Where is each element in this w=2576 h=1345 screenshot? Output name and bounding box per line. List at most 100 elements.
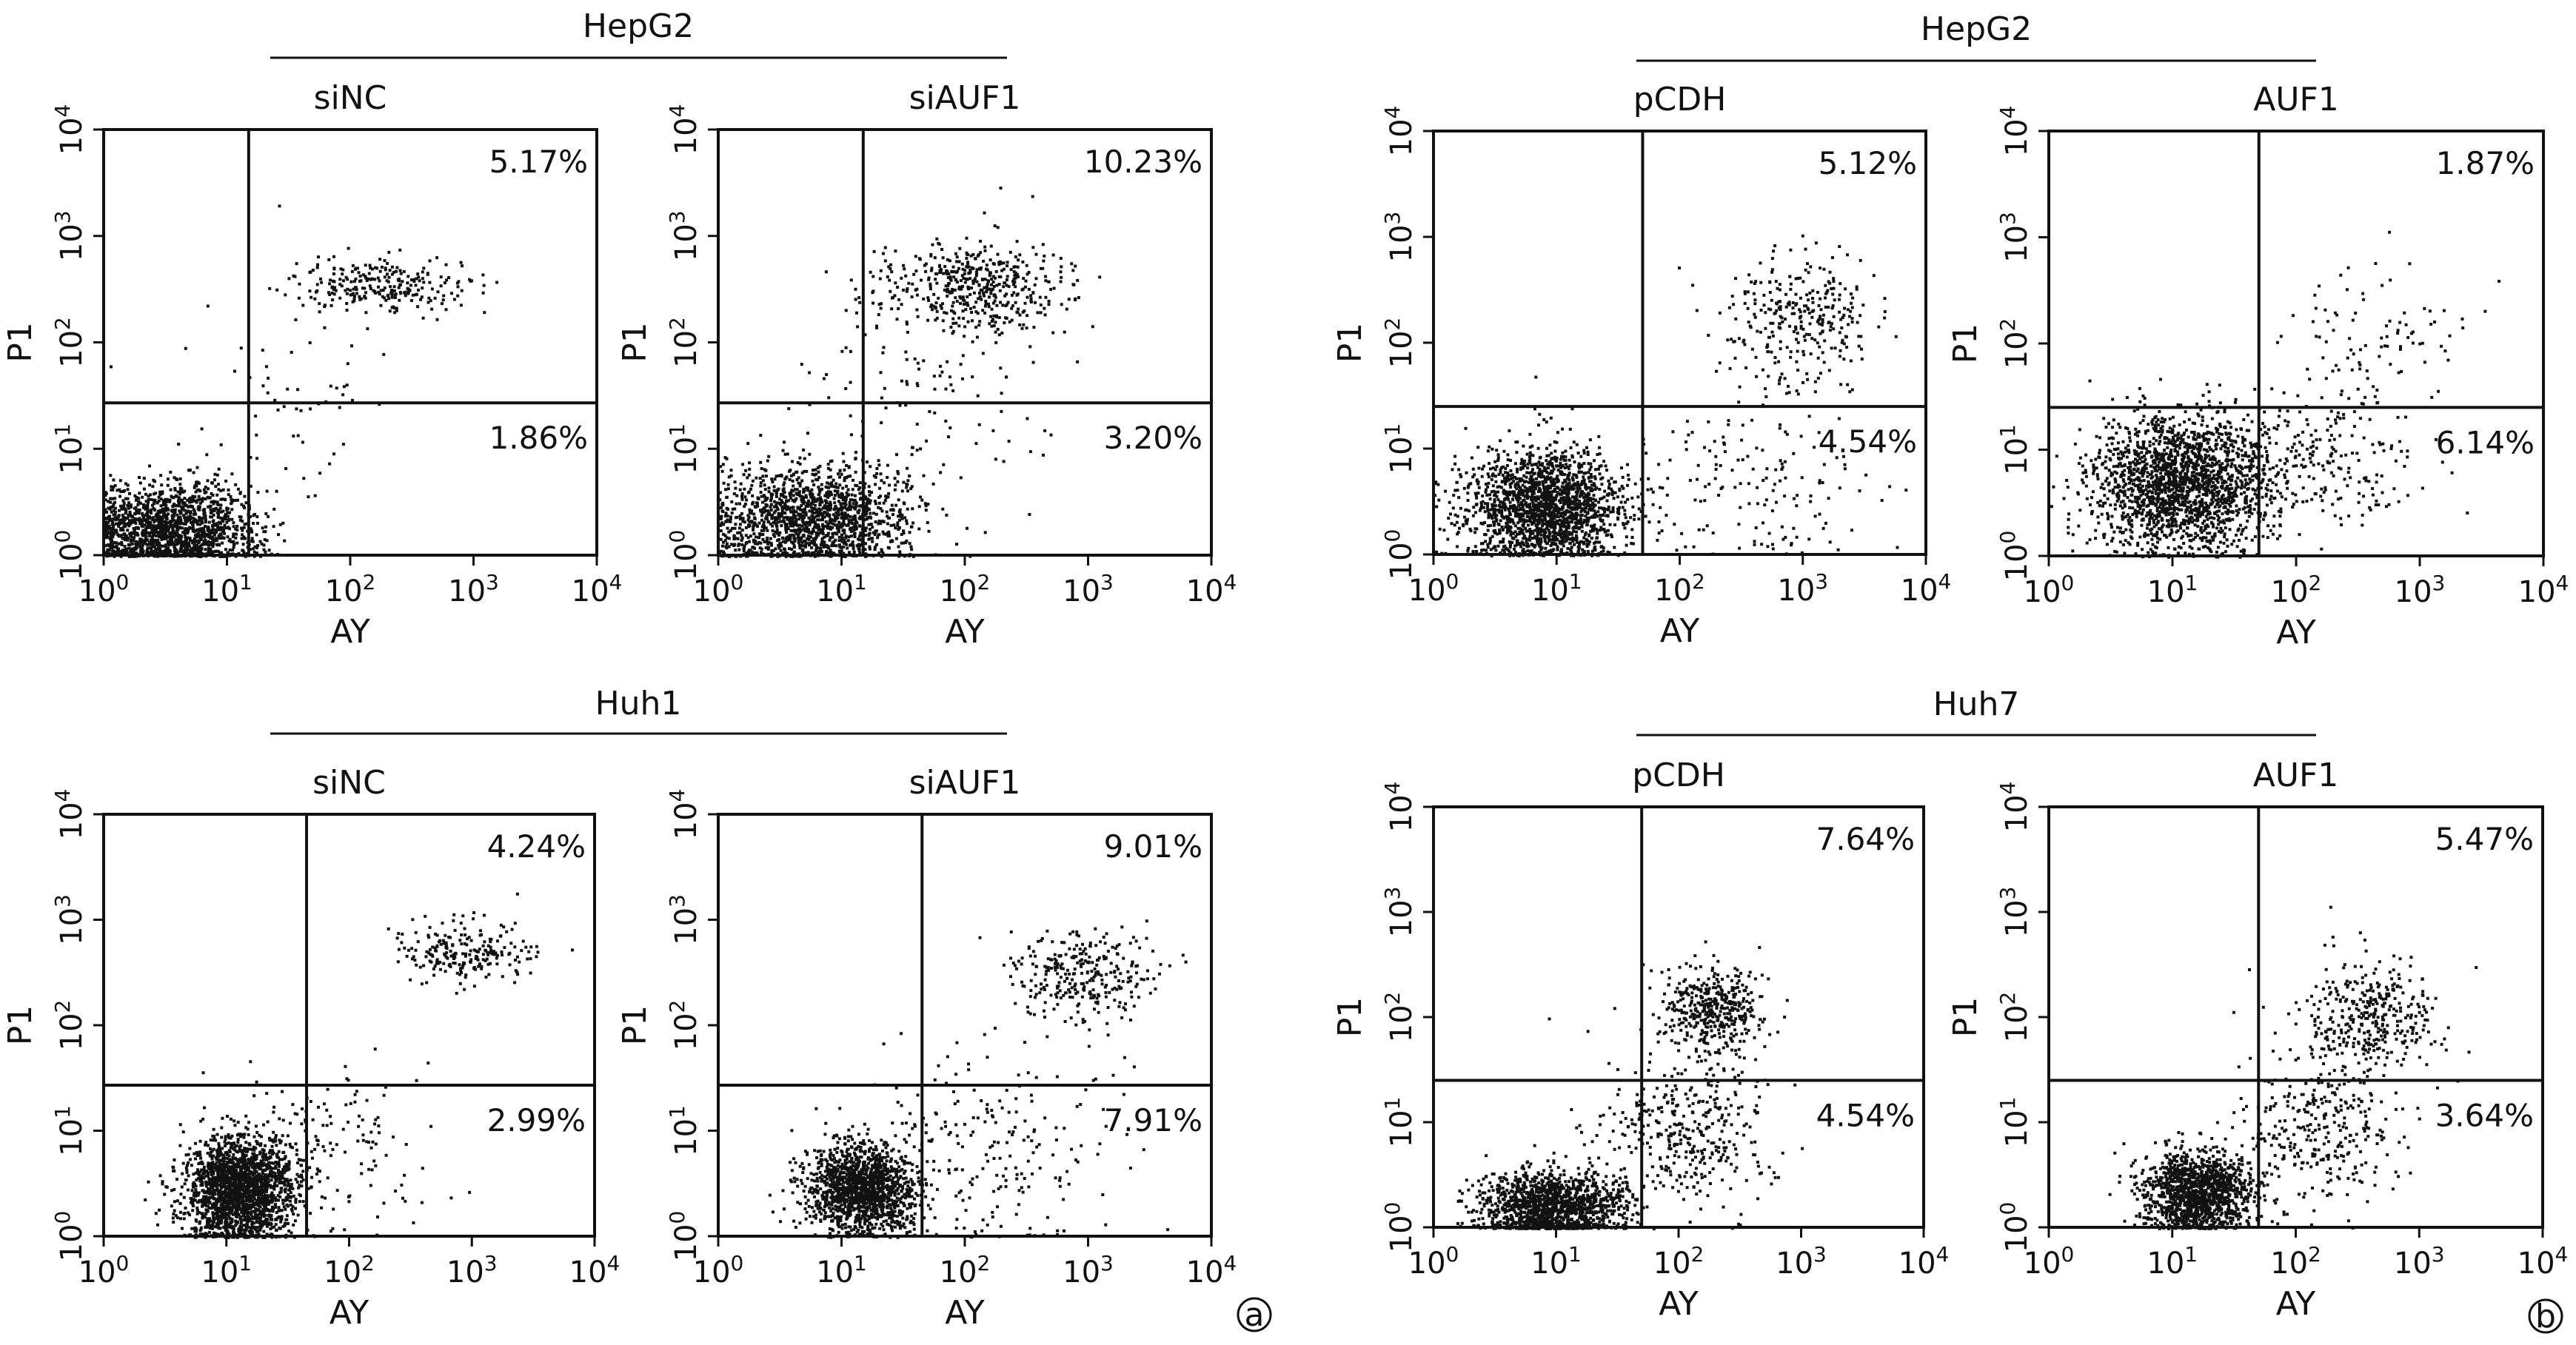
y-tick-label: 104: [665, 104, 703, 155]
x-tick-label: 104: [2518, 1242, 2569, 1281]
quadrant-upper-right-percent: 5.12%: [1819, 145, 1917, 181]
y-tick-label: 102: [665, 317, 703, 368]
scatter-panel-2: 100 101 102 103 104 100 101 102 103 104 siAUF1 AY P1…: [616, 79, 1237, 651]
x-tick-label: 101: [1531, 569, 1582, 608]
x-tick-label: 100: [78, 570, 130, 608]
y-tick-label: 101: [665, 1105, 703, 1156]
x-axis-label: AY: [1659, 1285, 1699, 1323]
y-axis-label: P1: [616, 322, 654, 363]
y-axis-label: P1: [1947, 323, 1984, 364]
x-tick-label: 100: [693, 570, 744, 608]
group-title-top-right: HepG2: [1921, 10, 2032, 48]
y-tick-label: 102: [665, 1000, 703, 1051]
x-tick-label: 101: [2147, 1242, 2198, 1281]
event-points: [2108, 905, 2478, 1230]
y-axis-label: P1: [1331, 323, 1369, 363]
x-tick-label: 103: [1063, 1251, 1114, 1289]
event-cloud: [1456, 940, 1804, 1230]
quadrant-upper-right-percent: 9.01%: [1104, 828, 1202, 865]
y-tick-label: 102: [1995, 318, 2034, 369]
panel-mark-a: a: [1237, 1296, 1272, 1334]
y-tick-label: 103: [665, 210, 703, 261]
y-tick-label: 103: [1380, 212, 1419, 263]
y-tick-label: 100: [665, 530, 703, 581]
y-tick-label: 101: [50, 1105, 89, 1156]
y-tick-label: 101: [1380, 423, 1419, 474]
y-tick-label: 104: [1380, 106, 1419, 157]
y-tick-label: 104: [1995, 782, 2034, 833]
x-tick-label: 103: [1776, 1242, 1827, 1281]
y-tick-label: 103: [1380, 887, 1419, 938]
panel-title: AUF1: [2253, 757, 2339, 794]
event-cloud: [718, 187, 1102, 558]
y-axis-label: P1: [1947, 997, 1984, 1038]
event-cloud: [768, 919, 1188, 1239]
group-title-bottom-left: Huh1: [595, 685, 682, 722]
y-tick-label: 104: [1995, 106, 2034, 157]
panel-mark-b: b: [2528, 1298, 2563, 1335]
x-tick-label: 102: [324, 1251, 375, 1289]
x-tick-label: 102: [2271, 571, 2322, 609]
x-tick-label: 103: [2395, 571, 2446, 609]
x-axis-label: AY: [329, 1294, 369, 1332]
quadrant-upper-right-percent: 5.17%: [489, 144, 588, 180]
panel-title: siNC: [314, 79, 387, 117]
x-axis-label: AY: [2276, 1285, 2316, 1323]
x-tick-label: 104: [1186, 1251, 1237, 1289]
scatter-panel-7: 100 101 102 103 104 100 101 102 103 104 pCDH AY P1 7.…: [1331, 757, 1949, 1323]
scatter-panel-1: 100 101 102 103 104 100 101 102 103 104 siNC AY P1 5.…: [1, 79, 622, 651]
panel-title: siAUF1: [909, 764, 1021, 802]
y-tick-label: 101: [665, 423, 703, 474]
y-tick-label: 100: [1995, 1202, 2034, 1253]
quadrant-lower-right-percent: 7.91%: [1104, 1102, 1202, 1138]
scatter-panel-6: 100 101 102 103 104 100 101 102 103 104 siAUF1 AY P1…: [616, 764, 1237, 1332]
panel-title: pCDH: [1632, 757, 1725, 794]
y-tick-label: 102: [1380, 992, 1419, 1043]
y-tick-label: 104: [50, 789, 89, 840]
plot-frame: [717, 813, 1213, 1238]
quadrant-upper-right-percent: 4.24%: [487, 828, 586, 865]
x-tick-label: 103: [1777, 569, 1828, 608]
x-axis-label: AY: [1660, 612, 1700, 650]
y-axis-label: P1: [1331, 997, 1369, 1038]
event-points: [768, 919, 1188, 1239]
y-tick-label: 100: [50, 1211, 89, 1262]
y-tick-label: 102: [1995, 992, 2034, 1043]
plot-frame: [1432, 805, 1925, 1229]
x-tick-label: 101: [816, 570, 867, 608]
x-axis-label: AY: [2276, 614, 2316, 651]
x-tick-label: 104: [1898, 1242, 1950, 1281]
event-points: [1433, 234, 1908, 557]
x-tick-label: 104: [569, 1251, 620, 1289]
y-tick-label: 101: [50, 423, 89, 474]
x-tick-label: 103: [448, 570, 499, 608]
y-tick-label: 104: [50, 104, 89, 155]
quadrant-upper-right-percent: 7.64%: [1816, 821, 1915, 857]
quadrant-lower-right-percent: 4.54%: [1816, 1097, 1915, 1133]
scatter-panel-5: 100 101 102 103 104 100 101 102 103 104 siNC AY P1 4.…: [1, 764, 620, 1332]
x-tick-label: 100: [693, 1251, 744, 1289]
event-cloud: [104, 204, 499, 558]
y-tick-label: 101: [1380, 1097, 1419, 1148]
y-tick-label: 103: [1995, 212, 2034, 263]
quadrant-lower-right-percent: 1.86%: [489, 420, 588, 456]
x-axis-label: AY: [945, 1294, 985, 1332]
x-tick-label: 103: [1063, 570, 1114, 608]
event-points: [144, 892, 574, 1239]
y-tick-label: 101: [1995, 424, 2034, 475]
x-tick-label: 101: [2147, 571, 2198, 609]
x-tick-label: 101: [1530, 1242, 1582, 1281]
x-tick-label: 101: [816, 1251, 867, 1289]
x-tick-label: 100: [78, 1251, 130, 1289]
x-axis-label: AY: [945, 613, 985, 651]
x-tick-label: 100: [1408, 1242, 1459, 1281]
y-tick-label: 100: [1995, 531, 2034, 582]
y-tick-label: 100: [1380, 529, 1419, 580]
quadrant-upper-right-percent: 1.87%: [2436, 145, 2535, 181]
x-tick-label: 104: [572, 570, 623, 608]
scatter-panel-4: 100 101 102 103 104 100 101 102 103 104 AUF1 AY P1 1.…: [1947, 81, 2569, 651]
x-tick-label: 102: [1654, 569, 1705, 608]
scatter-panel-8: 100 101 102 103 104 100 101 102 103 104 AUF1 AY P1 5.…: [1947, 757, 2568, 1323]
x-tick-label: 102: [325, 570, 376, 608]
y-tick-label: 100: [1380, 1202, 1419, 1253]
